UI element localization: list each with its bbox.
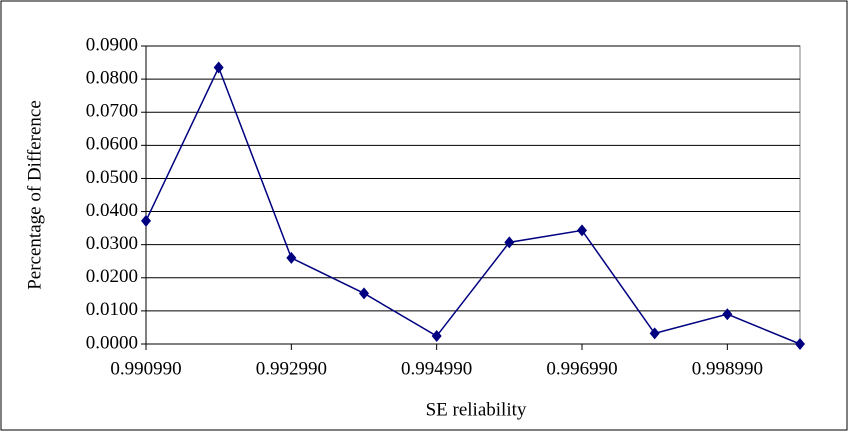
x-tick-label: 0.998990	[692, 358, 763, 379]
y-tick-label: 0.0600	[86, 134, 138, 155]
y-axis-label: Percentage of Difference	[24, 100, 45, 290]
x-tick-label: 0.994990	[401, 358, 472, 379]
marker	[722, 308, 733, 321]
y-tick-label: 0.0500	[86, 167, 138, 188]
marker	[577, 224, 587, 237]
x-tick-label: 0.996990	[546, 358, 617, 379]
marker	[795, 338, 805, 350]
marker	[504, 236, 515, 249]
x-tick-label: 0.992990	[256, 358, 327, 379]
y-tick-label: 0.0900	[86, 34, 138, 55]
marker	[359, 287, 369, 300]
x-axis-label: SE reliability	[426, 399, 527, 420]
y-tick-label: 0.0400	[86, 200, 138, 221]
marker	[141, 214, 151, 227]
y-tick-label: 0.0300	[86, 233, 138, 254]
y-tick-label: 0.0000	[86, 332, 138, 353]
marker	[213, 61, 224, 74]
y-tick-label: 0.0800	[86, 67, 138, 88]
marker	[649, 327, 660, 340]
marker	[286, 251, 297, 264]
x-tick-label: 0.990990	[110, 358, 181, 379]
y-tick-label: 0.0700	[86, 101, 138, 122]
plot-area	[145, 45, 801, 345]
y-tick-label: 0.0100	[86, 299, 138, 320]
line	[145, 65, 801, 345]
marker	[431, 330, 442, 343]
y-tick-label: 0.0200	[86, 266, 138, 287]
